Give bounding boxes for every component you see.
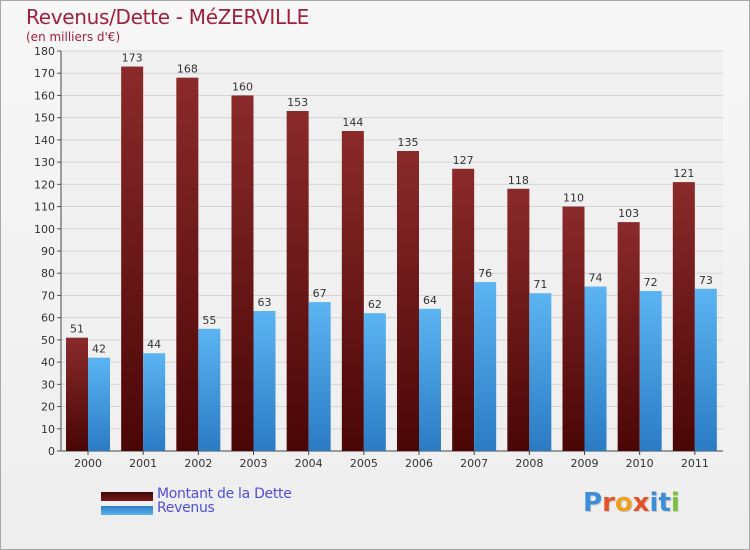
data-label-revenus: 62 [368,298,382,311]
data-label-revenus: 64 [423,294,437,307]
data-label-revenus: 73 [699,274,713,287]
y-tick-label: 130 [34,156,55,169]
data-label-debt: 168 [177,63,198,76]
x-tick-label: 2008 [515,457,543,470]
data-label-debt: 118 [508,174,529,187]
x-tick-label: 2000 [74,457,102,470]
x-tick-label: 2009 [571,457,599,470]
logo-letter: i [649,488,659,518]
bar-debt [66,337,88,451]
data-label-debt: 144 [342,116,363,129]
logo-letter: o [614,488,633,518]
data-label-revenus: 72 [644,276,658,289]
x-tick-label: 2007 [460,457,488,470]
y-tick-label: 40 [41,356,55,369]
data-label-debt: 110 [563,192,584,205]
y-tick-label: 140 [34,134,55,147]
x-tick-label: 2003 [240,457,268,470]
y-tick-label: 20 [41,401,55,414]
logo-letter: i [670,488,680,518]
data-label-revenus: 74 [589,272,603,285]
chart-subtitle: (en milliers d'€) [26,30,121,44]
y-tick-label: 0 [48,445,55,458]
y-tick-label: 180 [34,45,55,58]
bar-revenus [143,353,166,451]
bar-revenus [308,302,331,451]
bar-debt [121,66,144,452]
y-tick-label: 60 [41,312,55,325]
data-label-debt: 135 [398,136,419,149]
data-label-revenus: 63 [258,296,272,309]
bar-revenus [639,291,662,451]
chart-title: Revenus/Dette - MéZERVILLE [26,5,309,29]
bar-debt [672,182,695,451]
logo-letter: P [583,488,603,518]
data-label-debt: 103 [618,207,639,220]
data-label-debt: 160 [232,80,253,93]
data-label-revenus: 42 [92,343,106,356]
y-tick-label: 50 [41,334,55,347]
data-label-debt: 127 [453,154,474,167]
logo-letter: t [658,488,671,518]
y-tick-label: 120 [34,178,55,191]
data-label-revenus: 71 [533,278,547,291]
bar-debt [176,77,199,452]
proxiti-logo: Proxiti [583,488,680,518]
x-tick-label: 2011 [681,457,709,470]
logo-letter: r [602,488,615,518]
data-label-debt: 51 [70,323,84,336]
bar-debt [397,151,419,451]
legend-label-debt: Montant de la Dette [157,486,292,502]
y-tick-label: 150 [34,112,55,125]
bar-debt [452,168,475,451]
legend-swatch-debt [101,492,153,501]
y-tick-label: 70 [41,289,55,302]
data-label-revenus: 67 [313,287,327,300]
x-tick-label: 2004 [295,457,323,470]
bar-revenus [363,313,386,451]
y-tick-label: 10 [41,423,55,436]
y-tick-label: 90 [41,245,55,258]
bar-debt [286,111,309,451]
y-tick-label: 160 [34,89,55,102]
y-tick-label: 100 [34,223,55,236]
bar-debt [341,131,364,451]
bar-revenus [694,288,717,451]
x-tick-label: 2010 [626,457,654,470]
bar-revenus [419,308,441,451]
y-tick-label: 80 [41,267,55,280]
bar-revenus [529,293,552,451]
x-tick-label: 2006 [405,457,433,470]
data-label-debt: 121 [673,167,694,180]
data-label-revenus: 55 [202,314,216,327]
legend-swatch-revenus [101,506,153,515]
x-tick-label: 2005 [350,457,378,470]
y-tick-label: 170 [34,67,55,80]
y-tick-label: 30 [41,378,55,391]
y-tick-label: 110 [34,201,55,214]
bar-revenus [584,286,607,451]
bar-debt [231,95,254,451]
bar-debt [507,188,530,451]
x-tick-label: 2001 [129,457,157,470]
bar-debt [562,206,585,451]
logo-letter: x [632,488,650,518]
bar-revenus [198,328,221,451]
data-label-revenus: 44 [147,338,161,351]
bar-revenus [253,311,276,451]
data-label-debt: 153 [287,96,308,109]
bar-revenus [88,357,110,451]
data-label-revenus: 76 [478,267,492,280]
bar-debt [617,222,640,451]
bar-revenus [474,282,497,451]
x-tick-label: 2002 [184,457,212,470]
data-label-debt: 173 [122,52,143,65]
legend-label-revenus: Revenus [157,500,215,516]
